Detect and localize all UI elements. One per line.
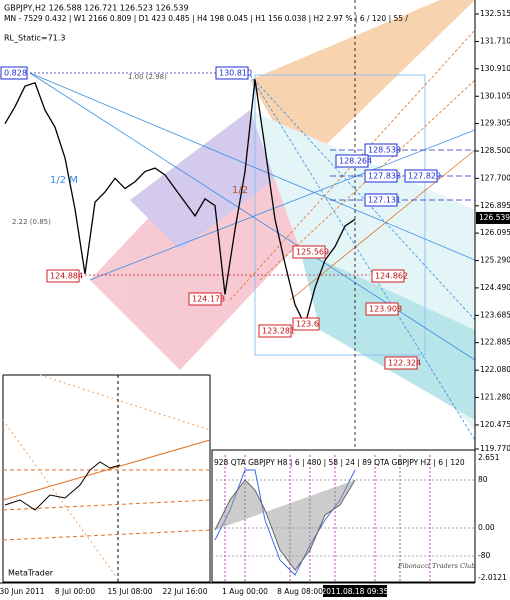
price-tick-label: 119.770 (480, 444, 510, 453)
time-tick-label: 30 Jun 2011 (0, 587, 45, 596)
indicator-window: 928 QTA GBPJPY H8 | 6 | 480 | 58 | 24 | … (211, 449, 507, 583)
indicator-axis-label: -80 (478, 551, 490, 560)
price-tick-label: 123.685 (480, 310, 510, 319)
static-label: RL_Static=71.3 (4, 34, 65, 43)
blue-price-boxes: 0.828 130.810 128.533 128.264 127.833 12… (0, 66, 441, 207)
price-box-label: 124.862 (375, 272, 408, 281)
price-box-label: 124.173 (192, 295, 225, 304)
price-tick-label: 120.475 (480, 420, 510, 429)
inset-label: MetaTrader (8, 569, 54, 578)
current-price-label: 126.539 (479, 213, 510, 222)
price-box-label: 128.533 (368, 146, 401, 155)
price-box (0, 66, 28, 80)
header-line: GBPJPY,H2 126.588 126.721 126.523 126.53… (4, 4, 189, 13)
price-box-label: 122.324 (388, 359, 421, 368)
price-box (292, 245, 326, 259)
fib-bands (90, 0, 475, 430)
price-box (335, 154, 369, 168)
price-box-label: 127.833 (368, 172, 401, 181)
time-axis: 30 Jun 2011 8 Jul 00:00 15 Jul 08:00 22 Jul… (0, 585, 389, 597)
price-box (292, 317, 320, 331)
price-box (371, 269, 405, 283)
price-box (258, 324, 292, 338)
price-box-label: 123.281 (262, 327, 295, 336)
price-layer (4, 79, 356, 327)
price-tick-label: 124.490 (480, 283, 510, 292)
price-box (364, 193, 398, 207)
price-tick-label: 132.515 (480, 9, 510, 18)
price-line (4, 79, 356, 327)
price-tick-label: 127.700 (480, 173, 510, 182)
time-tick-label: 15 Jul 08:00 (108, 587, 153, 596)
indicator-title: 928 QTA GBPJPY H8 | 6 | 480 | 58 | 24 | … (214, 458, 465, 467)
price-tick-label: 121.280 (480, 392, 510, 401)
price-box-label: 123.908 (369, 305, 402, 314)
price-tick-label: 125.290 (480, 256, 510, 265)
price-box (384, 356, 418, 370)
price-box-label: 123.6 (296, 320, 319, 329)
inset-window: MetaTrader (2, 374, 211, 583)
price-box (365, 302, 399, 316)
price-tick-label: 126.895 (480, 201, 510, 210)
price-tick-label: 130.105 (480, 91, 510, 100)
price-tick-label: 128.500 (480, 146, 510, 155)
current-price-marker (476, 211, 510, 224)
price-tick-label: 130.910 (480, 64, 510, 73)
price-box-label: 124.884 (50, 272, 83, 281)
price-box-label: 125.569 (296, 248, 329, 257)
price-box-label: 127.131 (368, 196, 401, 205)
watermark: Fibonacci Traders Club (397, 562, 475, 570)
annotation: 1/2 M (50, 175, 78, 186)
indicator-axis-label: 2.651 (478, 453, 500, 462)
indicator-axis-label: -2.0121 (478, 573, 507, 582)
price-box (404, 169, 438, 183)
price-box-label: 0.828 (4, 69, 27, 78)
price-tick-label: 131.710 (480, 36, 510, 45)
red-price-boxes: 124.884 124.173 125.569 124.862 123.908 … (46, 245, 421, 370)
time-tick-label: 8 Jul 00:00 (55, 587, 95, 596)
time-tick-label: 22 Jul 16:00 (163, 587, 208, 596)
indicator-axis-label: 0.00 (478, 523, 495, 532)
price-axis: 132.515 131.710 130.910 130.105 129.305 128.5… (475, 9, 510, 453)
price-box-label: 128.264 (339, 157, 372, 166)
price-box (364, 169, 398, 183)
time-marker (323, 585, 387, 597)
price-tick-label: 122.080 (480, 365, 510, 374)
price-box (364, 143, 398, 157)
price-box-label: 130.810 (219, 69, 252, 78)
time-tick-label: 2011.08.18 09:35 (322, 587, 389, 596)
annotation: 1.00 (2.98) (128, 73, 167, 81)
price-box-label: 127.829 (408, 172, 441, 181)
annotation: 1/2 (232, 185, 248, 196)
price-tick-label: 122.885 (480, 338, 510, 347)
header-line: MN - 7529 0.432 | W1 2166 0.809 | D1 423… (4, 14, 408, 23)
indicator-axis-label: 80 (478, 475, 488, 484)
price-box (188, 292, 222, 306)
price-tick-label: 129.305 (480, 119, 510, 128)
time-tick-label: 8 Aug 08:00 (277, 587, 323, 596)
time-tick-label: 1 Aug 00:00 (222, 587, 268, 596)
price-tick-label: 126.095 (480, 228, 510, 237)
price-box (215, 66, 249, 80)
annotation: 2.22 (0.85) (12, 218, 51, 226)
price-box (46, 269, 80, 283)
